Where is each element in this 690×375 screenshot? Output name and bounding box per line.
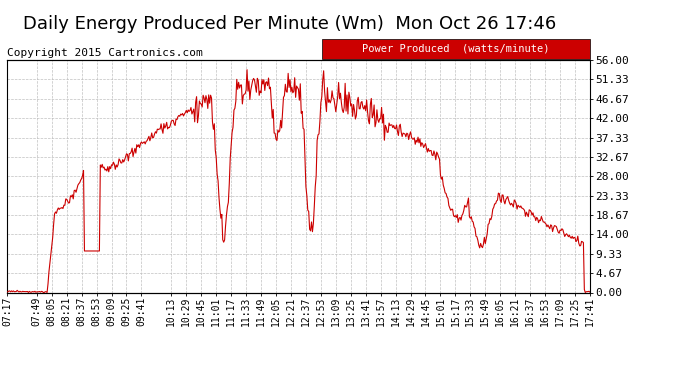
Text: Power Produced  (watts/minute): Power Produced (watts/minute) [362,44,550,54]
Text: Daily Energy Produced Per Minute (Wm)  Mon Oct 26 17:46: Daily Energy Produced Per Minute (Wm) Mo… [23,15,556,33]
FancyBboxPatch shape [322,39,590,59]
Text: Copyright 2015 Cartronics.com: Copyright 2015 Cartronics.com [7,48,203,58]
